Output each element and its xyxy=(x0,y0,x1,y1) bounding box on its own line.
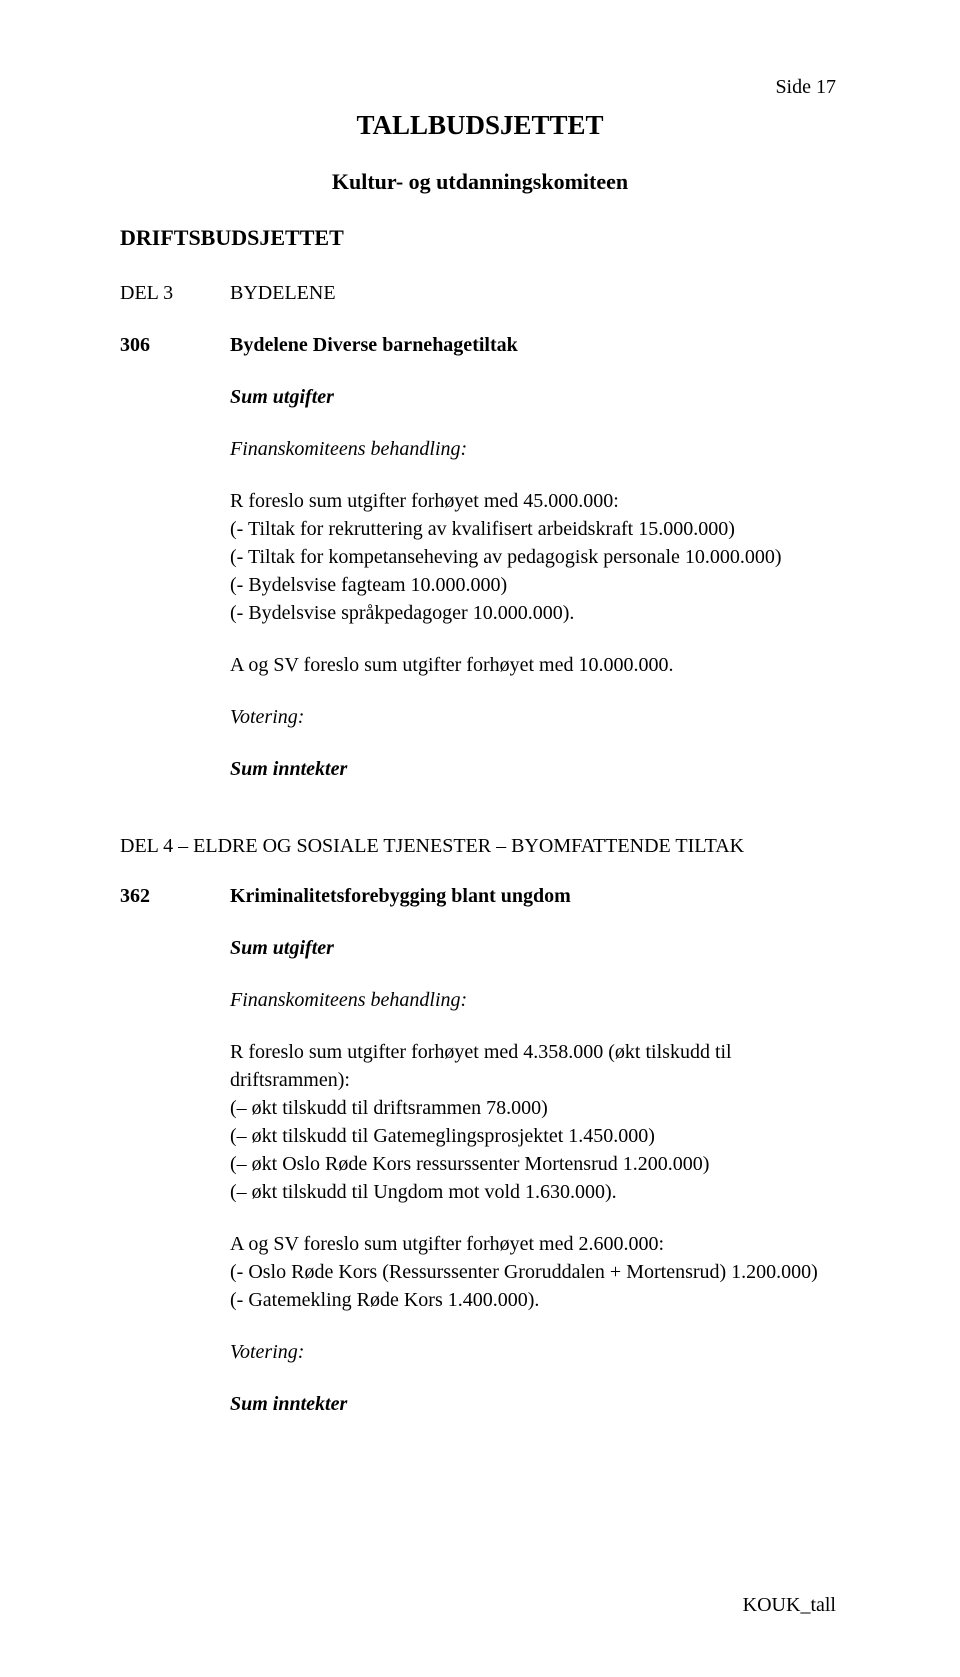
page-number: Side 17 xyxy=(775,76,836,99)
block-362-l2: (– økt tilskudd til driftsrammen 78.000) xyxy=(230,1094,840,1122)
sum-utgifter-306: Sum utgifter xyxy=(230,383,840,411)
item-306-label: Bydelene Diverse barnehagetiltak xyxy=(230,331,840,359)
votering-362: Votering: xyxy=(230,1338,840,1366)
item-306-num: 306 xyxy=(120,331,230,359)
del3-num: DEL 3 xyxy=(120,279,230,307)
finans-heading-362: Finanskomiteens behandling: xyxy=(230,986,840,1014)
block-306-l1: R foreslo sum utgifter forhøyet med 45.0… xyxy=(230,487,840,515)
block-362-l1: R foreslo sum utgifter forhøyet med 4.35… xyxy=(230,1038,840,1094)
item-362-row: 362 Kriminalitetsforebygging blant ungdo… xyxy=(120,882,840,910)
item-362-num: 362 xyxy=(120,882,230,910)
del3-label: BYDELENE xyxy=(230,279,840,307)
block-362-a: R foreslo sum utgifter forhøyet med 4.35… xyxy=(230,1038,840,1206)
footer-code: KOUK_tall xyxy=(743,1594,836,1617)
block-362-l8: (- Gatemekling Røde Kors 1.400.000). xyxy=(230,1286,840,1314)
block-306-l5: (- Bydelsvise språkpedagoger 10.000.000)… xyxy=(230,599,840,627)
item-306-row: 306 Bydelene Diverse barnehagetiltak xyxy=(120,331,840,359)
del4-heading: DEL 4 – ELDRE OG SOSIALE TJENESTER – BYO… xyxy=(120,835,840,858)
doc-subtitle: Kultur- og utdanningskomiteen xyxy=(120,169,840,195)
votering-306: Votering: xyxy=(230,703,840,731)
finans-heading-306: Finanskomiteens behandling: xyxy=(230,435,840,463)
block-362-l3: (– økt tilskudd til Gatemeglingsprosjekt… xyxy=(230,1122,840,1150)
block-362-l7: (- Oslo Røde Kors (Ressurssenter Grorudd… xyxy=(230,1258,840,1286)
del3-row: DEL 3 BYDELENE xyxy=(120,279,840,307)
sum-utgifter-362: Sum utgifter xyxy=(230,934,840,962)
block-362-l4: (– økt Oslo Røde Kors ressurssenter Mort… xyxy=(230,1150,840,1178)
sum-inntekter-362: Sum inntekter xyxy=(230,1390,840,1418)
block-362-l5: (– økt tilskudd til Ungdom mot vold 1.63… xyxy=(230,1178,840,1206)
block-362-l6: A og SV foreslo sum utgifter forhøyet me… xyxy=(230,1230,840,1258)
block-306-l2: (- Tiltak for rekruttering av kvalifiser… xyxy=(230,515,840,543)
block-306-l4: (- Bydelsvise fagteam 10.000.000) xyxy=(230,571,840,599)
block-306-l6: A og SV foreslo sum utgifter forhøyet me… xyxy=(230,651,840,679)
item-362-label: Kriminalitetsforebygging blant ungdom xyxy=(230,882,840,910)
sum-inntekter-306: Sum inntekter xyxy=(230,755,840,783)
section-heading: DRIFTSBUDSJETTET xyxy=(120,225,840,251)
doc-title: TALLBUDSJETTET xyxy=(120,110,840,141)
block-306: R foreslo sum utgifter forhøyet med 45.0… xyxy=(230,487,840,627)
block-306-l3: (- Tiltak for kompetanseheving av pedago… xyxy=(230,543,840,571)
block-362-b: A og SV foreslo sum utgifter forhøyet me… xyxy=(230,1230,840,1314)
